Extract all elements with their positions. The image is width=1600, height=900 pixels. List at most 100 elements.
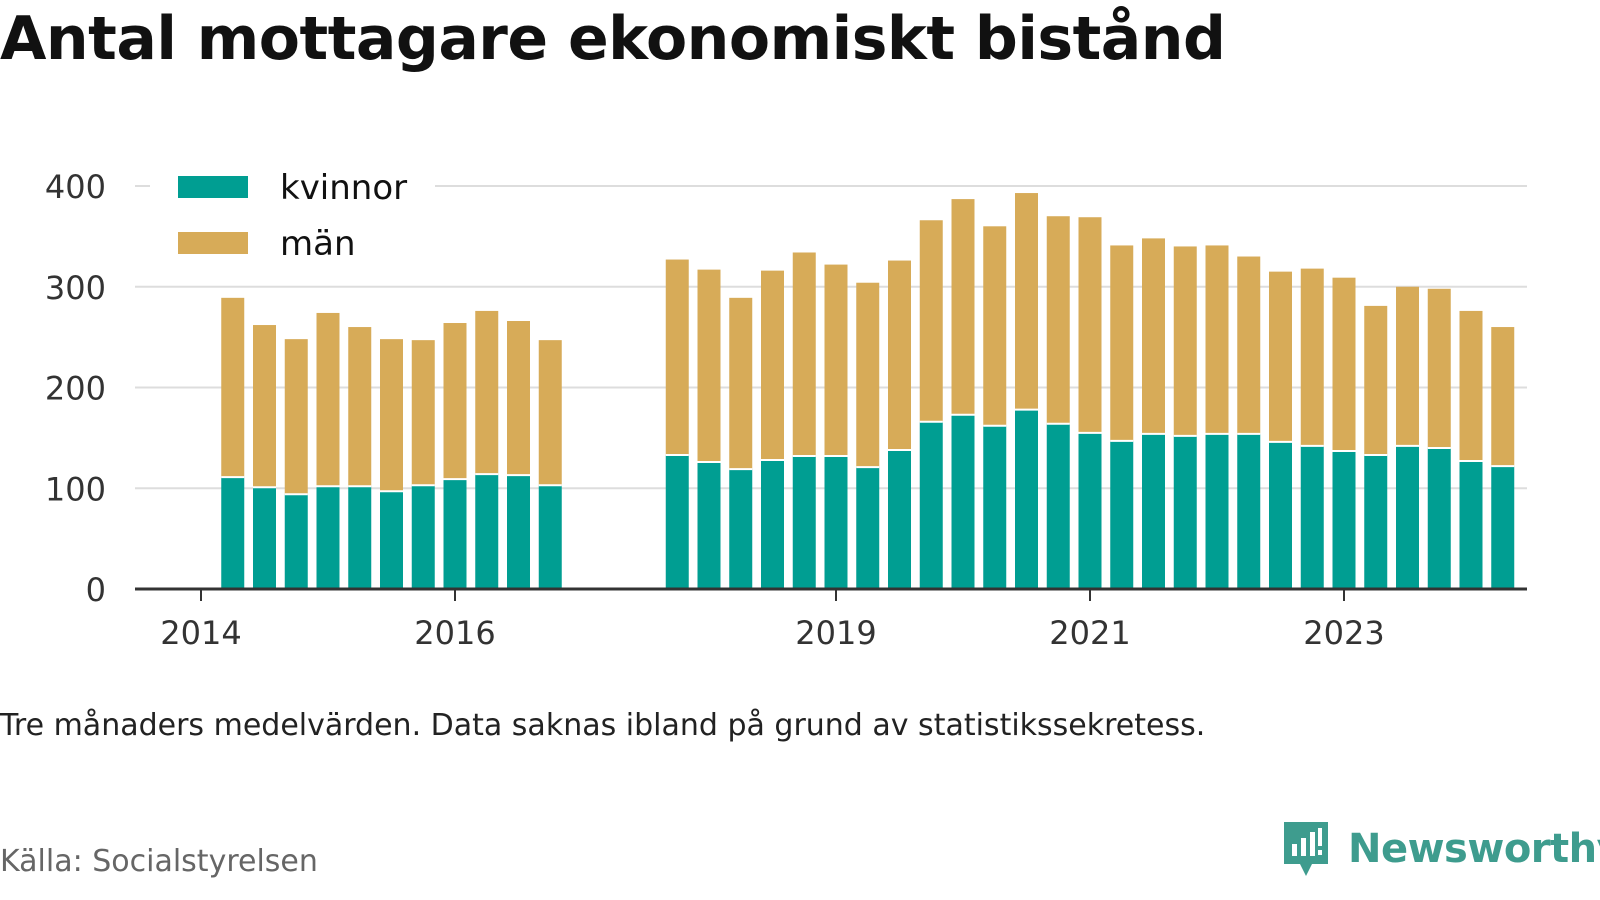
bar-man xyxy=(1491,327,1515,467)
bar-kvinnor xyxy=(538,485,562,589)
bar-man xyxy=(792,252,816,457)
bar-man xyxy=(1078,217,1102,433)
bar-man xyxy=(538,340,562,486)
chart-title: Antal mottagare ekonomiskt bistånd xyxy=(0,4,1226,74)
bar-man xyxy=(1396,286,1419,446)
bar-man xyxy=(1269,271,1292,442)
y-axis-ticks: 0 100 200 300 400 xyxy=(45,168,106,609)
bar-man xyxy=(1015,193,1038,410)
legend: kvinnor män xyxy=(150,158,435,268)
bar-kvinnor xyxy=(1300,445,1324,589)
bar-kvinnor xyxy=(919,421,943,589)
bar-kvinnor xyxy=(792,456,816,589)
bar-kvinnor xyxy=(443,479,467,589)
bar-kvinnor xyxy=(1142,433,1165,589)
bar-kvinnor xyxy=(1364,455,1388,589)
bar-man xyxy=(380,339,403,492)
bar-man xyxy=(761,270,784,461)
x-tick-label: 2019 xyxy=(795,614,876,652)
bar-kvinnor xyxy=(1269,441,1292,589)
bar-kvinnor xyxy=(507,475,530,589)
bar-kvinnor xyxy=(284,494,308,589)
bar-man xyxy=(1142,238,1165,434)
bar-man xyxy=(919,220,943,422)
legend-swatch xyxy=(178,232,248,254)
chart-note: Tre månaders medelvärden. Data saknas ib… xyxy=(0,708,1206,743)
bar-kvinnor xyxy=(221,477,245,589)
bar-man xyxy=(1332,277,1356,451)
bar-man xyxy=(507,321,530,476)
bar-kvinnor xyxy=(380,491,403,589)
x-axis-ticks: 2014 2016 2019 2021 2023 xyxy=(160,589,1385,652)
y-tick-label: 200 xyxy=(45,370,106,408)
bar-kvinnor xyxy=(1173,435,1197,589)
bar-man xyxy=(983,226,1007,426)
bar-man xyxy=(1427,288,1451,448)
newsworthy-logo-icon xyxy=(1284,822,1328,876)
x-tick-label: 2014 xyxy=(160,614,241,652)
bar-man xyxy=(284,339,308,495)
x-tick-label: 2021 xyxy=(1049,614,1130,652)
y-tick-label: 100 xyxy=(45,470,106,508)
brand-logo: Newsworthy xyxy=(1282,820,1600,878)
bar-man xyxy=(888,260,911,450)
y-tick-label: 400 xyxy=(45,168,106,206)
bar-kvinnor xyxy=(1396,445,1419,589)
bar-kvinnor xyxy=(1205,433,1229,589)
bar-kvinnor xyxy=(856,467,880,589)
bar-man xyxy=(1110,245,1134,441)
bar-kvinnor xyxy=(253,487,276,589)
x-tick-label: 2023 xyxy=(1303,614,1384,652)
bar-man xyxy=(253,325,276,488)
legend-swatch xyxy=(178,176,248,198)
bar-man xyxy=(316,312,340,487)
bar-man xyxy=(221,297,245,478)
bar-kvinnor xyxy=(316,486,340,589)
bar-kvinnor xyxy=(411,485,435,589)
bar-kvinnor xyxy=(1459,461,1483,589)
legend-label: kvinnor xyxy=(280,168,407,208)
x-tick-label: 2016 xyxy=(414,614,495,652)
brand-name: Newsworthy xyxy=(1348,826,1600,872)
bar-kvinnor xyxy=(951,414,975,589)
bar-man xyxy=(697,269,721,463)
bar-kvinnor xyxy=(1237,433,1261,589)
bar-man xyxy=(411,340,435,486)
bar-kvinnor xyxy=(888,449,911,589)
source-text: Källa: Socialstyrelsen xyxy=(0,844,318,879)
bar-kvinnor xyxy=(665,455,689,589)
legend-label: män xyxy=(280,224,356,264)
bar-man xyxy=(1364,305,1388,456)
bar-man xyxy=(1173,246,1197,436)
bar-kvinnor xyxy=(348,486,372,589)
bar-man xyxy=(824,264,848,457)
bar-kvinnor xyxy=(983,425,1007,589)
y-tick-label: 300 xyxy=(45,269,106,307)
bar-man xyxy=(729,297,753,470)
bar-kvinnor xyxy=(761,460,784,589)
bar-kvinnor xyxy=(1015,409,1038,589)
bar-kvinnor xyxy=(697,462,721,589)
bars xyxy=(221,193,1515,589)
bar-man xyxy=(348,327,372,487)
bar-kvinnor xyxy=(475,474,499,589)
bar-kvinnor xyxy=(729,469,753,589)
bar-kvinnor xyxy=(1046,423,1070,589)
y-tick-label: 0 xyxy=(86,571,106,609)
bar-kvinnor xyxy=(1491,466,1515,589)
bar-kvinnor xyxy=(1078,432,1102,589)
bar-chart: 0 100 200 300 400 2014 2016 2019 2021 2023 kvinn… xyxy=(45,158,1527,652)
bar-man xyxy=(665,259,689,456)
bar-man xyxy=(1205,245,1229,434)
bar-man xyxy=(951,199,975,415)
bar-kvinnor xyxy=(1427,447,1451,589)
bar-kvinnor xyxy=(1332,450,1356,589)
bar-man xyxy=(1046,216,1070,424)
bar-man xyxy=(443,323,467,480)
bar-man xyxy=(1459,310,1483,462)
bar-man xyxy=(1300,268,1324,446)
bar-kvinnor xyxy=(1110,440,1134,589)
bar-man xyxy=(856,282,880,468)
bar-man xyxy=(1237,256,1261,434)
bar-man xyxy=(475,310,499,475)
